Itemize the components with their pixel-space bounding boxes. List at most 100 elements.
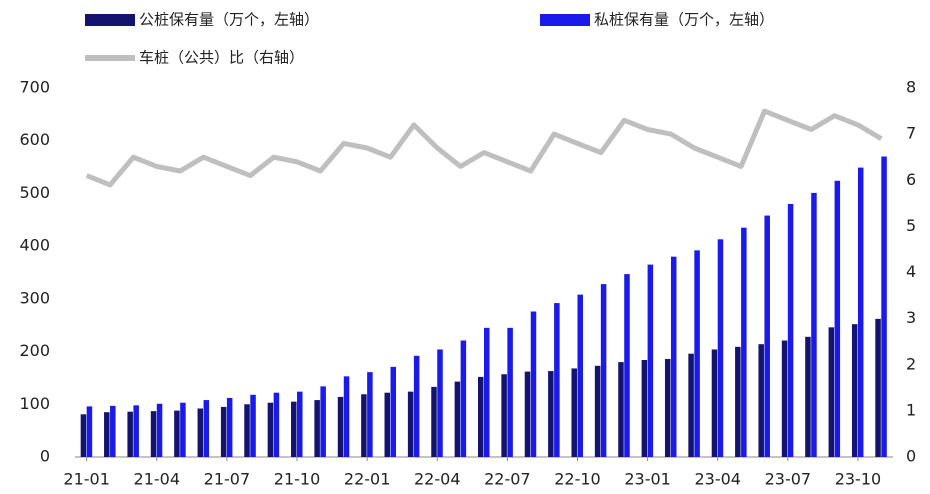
x-tick-label: 21-01	[63, 470, 110, 489]
y2-tick-label: 7	[906, 124, 916, 143]
bar	[688, 353, 694, 457]
y-tick-label: 700	[19, 78, 50, 97]
y2-tick-label: 4	[906, 262, 916, 281]
bar	[618, 362, 624, 457]
bar	[150, 411, 157, 457]
bar	[641, 360, 648, 457]
y2-tick-label: 2	[906, 354, 916, 373]
bar	[507, 327, 513, 457]
bar	[484, 327, 490, 457]
bar	[297, 391, 303, 457]
bar	[664, 358, 671, 457]
y-tick-label: 300	[19, 288, 50, 307]
bar	[530, 311, 537, 457]
legend-label: 私桩保有量（万个，左轴）	[594, 11, 774, 29]
bar	[80, 414, 87, 457]
bar	[577, 294, 583, 457]
bar	[267, 402, 274, 457]
bar	[431, 386, 437, 457]
legend-swatch	[540, 14, 590, 26]
x-tick-label: 22-10	[554, 470, 601, 489]
bar	[460, 340, 467, 457]
bar	[291, 401, 297, 457]
x-tick-label: 21-07	[204, 470, 251, 489]
bar	[273, 392, 280, 457]
bar	[367, 372, 373, 457]
bar	[758, 344, 764, 457]
bar	[857, 167, 864, 457]
bar	[571, 368, 577, 457]
bar	[343, 376, 350, 457]
bar	[197, 408, 204, 457]
bar	[735, 346, 741, 457]
bar	[594, 365, 601, 457]
x-tick-label: 23-01	[624, 470, 671, 489]
bar	[787, 203, 794, 457]
y2-tick-label: 3	[906, 308, 916, 327]
bar	[156, 403, 163, 457]
x-tick-label: 22-04	[414, 470, 461, 489]
y-tick-label: 400	[19, 236, 50, 255]
x-tick-label: 22-07	[484, 470, 531, 489]
x-tick-label: 21-10	[274, 470, 321, 489]
bar	[180, 402, 186, 457]
bar	[220, 406, 227, 457]
bar	[390, 366, 397, 457]
legend-label: 公桩保有量（万个，左轴）	[139, 11, 319, 29]
y-tick-label: 200	[19, 341, 50, 360]
bar	[314, 400, 320, 457]
y2-tick-label: 5	[906, 216, 916, 235]
bar	[86, 406, 93, 457]
bar	[361, 394, 367, 457]
bar	[104, 412, 110, 457]
bar	[811, 192, 817, 457]
y-tick-label: 100	[19, 394, 50, 413]
bar	[881, 156, 887, 457]
line	[85, 108, 883, 188]
bar	[454, 381, 461, 457]
bar	[554, 303, 560, 457]
bar	[250, 394, 256, 457]
bar	[407, 391, 414, 457]
bar	[851, 324, 858, 457]
bar	[244, 404, 250, 457]
bar	[437, 349, 443, 457]
bar	[478, 376, 484, 457]
y2-tick-label: 1	[906, 400, 916, 419]
x-tick-label: 23-10	[835, 470, 882, 489]
bar	[624, 274, 630, 457]
bar	[174, 410, 180, 457]
legend-label: 车桩（公共）比（右轴）	[139, 49, 304, 67]
bar	[647, 264, 654, 457]
bar	[670, 256, 677, 457]
bar	[413, 355, 420, 457]
bar	[110, 405, 116, 457]
y-tick-label: 0	[40, 447, 50, 466]
bar	[337, 396, 344, 457]
bar	[834, 180, 841, 457]
x-tick-label: 21-04	[134, 470, 181, 489]
bar	[524, 371, 531, 457]
bar	[384, 392, 391, 457]
bar	[805, 336, 811, 457]
legend-swatch	[85, 14, 135, 26]
x-tick-label: 23-07	[765, 470, 812, 489]
x-tick-label: 22-01	[344, 470, 391, 489]
y-tick-label: 500	[19, 183, 50, 202]
bar	[711, 349, 718, 457]
bar	[875, 318, 881, 457]
y2-tick-label: 0	[906, 447, 916, 466]
x-tick-label: 23-04	[694, 470, 741, 489]
bar	[320, 386, 326, 457]
bar	[203, 400, 210, 457]
bar	[600, 284, 607, 457]
bar	[764, 215, 770, 457]
bar	[226, 397, 233, 457]
bar	[717, 239, 724, 457]
bar	[828, 327, 835, 457]
bar	[501, 374, 507, 457]
bar	[781, 340, 788, 457]
bar	[548, 371, 554, 457]
bar	[127, 411, 133, 457]
